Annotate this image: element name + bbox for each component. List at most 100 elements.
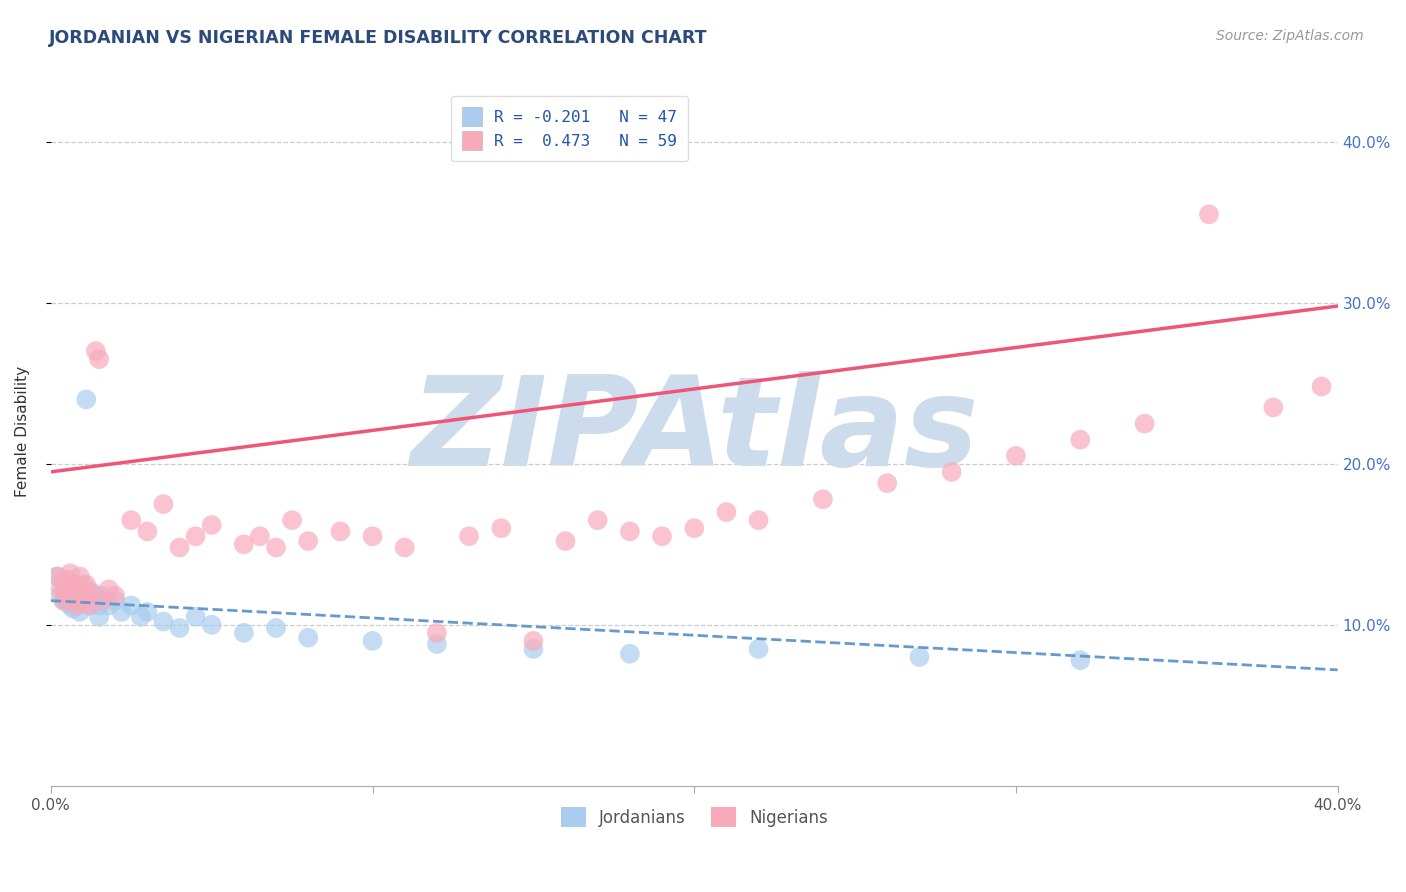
- Point: [69, 589, 91, 603]
- Point: [110, 605, 132, 619]
- Point: [65, 593, 87, 607]
- Point: [426, 625, 449, 640]
- Point: [84, 589, 107, 603]
- Point: [683, 521, 706, 535]
- Point: [52, 573, 75, 587]
- Point: [136, 605, 159, 619]
- Point: [69, 569, 91, 583]
- Point: [79, 599, 101, 613]
- Point: [876, 476, 898, 491]
- Point: [59, 585, 82, 599]
- Point: [169, 621, 191, 635]
- Text: Source: ZipAtlas.com: Source: ZipAtlas.com: [1216, 29, 1364, 43]
- Point: [169, 541, 191, 555]
- Y-axis label: Female Disability: Female Disability: [15, 366, 30, 497]
- Point: [184, 609, 207, 624]
- Point: [136, 524, 159, 539]
- Point: [65, 582, 87, 597]
- Point: [201, 617, 224, 632]
- Point: [49, 589, 72, 603]
- Point: [394, 541, 416, 555]
- Point: [56, 585, 79, 599]
- Point: [748, 642, 770, 657]
- Point: [232, 625, 254, 640]
- Point: [87, 599, 110, 613]
- Point: [65, 599, 87, 613]
- Point: [62, 589, 84, 603]
- Point: [619, 524, 641, 539]
- Point: [52, 582, 75, 597]
- Point: [1005, 449, 1028, 463]
- Point: [97, 582, 120, 597]
- Point: [264, 621, 287, 635]
- Point: [72, 577, 94, 591]
- Point: [586, 513, 609, 527]
- Point: [152, 497, 174, 511]
- Point: [46, 569, 69, 583]
- Point: [716, 505, 738, 519]
- Point: [748, 513, 770, 527]
- Point: [59, 573, 82, 587]
- Point: [297, 631, 319, 645]
- Point: [75, 392, 97, 407]
- Point: [69, 605, 91, 619]
- Point: [91, 589, 114, 603]
- Point: [52, 593, 75, 607]
- Point: [59, 589, 82, 603]
- Point: [82, 593, 104, 607]
- Point: [84, 344, 107, 359]
- Point: [56, 577, 79, 591]
- Point: [46, 569, 69, 583]
- Point: [232, 537, 254, 551]
- Point: [72, 593, 94, 607]
- Point: [361, 633, 384, 648]
- Point: [62, 593, 84, 607]
- Point: [941, 465, 963, 479]
- Point: [104, 593, 127, 607]
- Point: [69, 589, 91, 603]
- Point: [75, 589, 97, 603]
- Point: [59, 599, 82, 613]
- Point: [91, 593, 114, 607]
- Legend: Jordanians, Nigerians: Jordanians, Nigerians: [554, 800, 835, 834]
- Point: [522, 642, 544, 657]
- Point: [72, 593, 94, 607]
- Point: [79, 585, 101, 599]
- Point: [87, 609, 110, 624]
- Point: [184, 529, 207, 543]
- Point: [361, 529, 384, 543]
- Point: [811, 492, 834, 507]
- Point: [489, 521, 512, 535]
- Point: [62, 601, 84, 615]
- Point: [104, 589, 127, 603]
- Point: [458, 529, 481, 543]
- Point: [120, 513, 142, 527]
- Point: [59, 566, 82, 581]
- Point: [426, 637, 449, 651]
- Point: [97, 599, 120, 613]
- Point: [264, 541, 287, 555]
- Point: [82, 585, 104, 599]
- Point: [152, 615, 174, 629]
- Point: [249, 529, 271, 543]
- Point: [87, 352, 110, 367]
- Point: [522, 633, 544, 648]
- Point: [281, 513, 304, 527]
- Point: [1198, 207, 1220, 221]
- Text: ZIPAtlas: ZIPAtlas: [411, 371, 979, 492]
- Point: [49, 582, 72, 597]
- Point: [329, 524, 352, 539]
- Point: [62, 577, 84, 591]
- Point: [1263, 401, 1285, 415]
- Point: [65, 582, 87, 597]
- Point: [201, 518, 224, 533]
- Point: [651, 529, 673, 543]
- Point: [619, 647, 641, 661]
- Point: [908, 650, 931, 665]
- Point: [1069, 653, 1091, 667]
- Point: [1310, 379, 1333, 393]
- Point: [56, 577, 79, 591]
- Point: [1069, 433, 1091, 447]
- Point: [129, 609, 152, 624]
- Point: [120, 599, 142, 613]
